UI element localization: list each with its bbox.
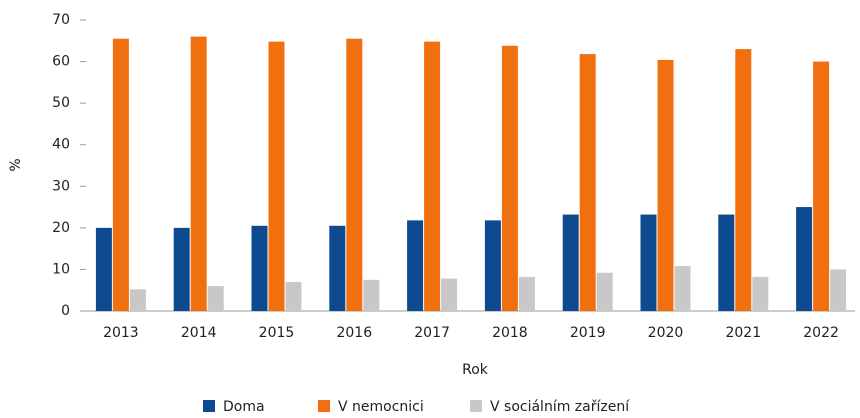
legend-label: V sociálním zařízení [490, 399, 630, 414]
bar [207, 286, 224, 311]
legend-label: Doma [223, 399, 265, 414]
bar [95, 227, 112, 311]
y-tick-label: 60 [52, 54, 70, 70]
bar [173, 227, 190, 311]
y-tick-label: 50 [52, 95, 70, 111]
x-tick-label: 2013 [103, 325, 139, 341]
x-tick-label: 2014 [181, 325, 217, 341]
y-tick-label: 30 [52, 178, 70, 194]
x-axis-label: Rok [462, 362, 489, 378]
bar [562, 214, 579, 311]
y-tick-label: 40 [52, 137, 70, 153]
bar [424, 41, 441, 312]
x-tick-label: 2022 [803, 325, 839, 341]
bar [251, 225, 268, 311]
bar [640, 214, 657, 311]
bar [501, 45, 518, 311]
bar [813, 61, 830, 312]
y-tick-label: 10 [52, 261, 70, 277]
bar [674, 266, 691, 311]
x-tick-label: 2019 [570, 325, 606, 341]
y-axis-label: % [8, 158, 24, 171]
x-tick-label: 2021 [725, 325, 761, 341]
x-tick-label: 2015 [259, 325, 295, 341]
bar [441, 278, 458, 311]
bar [752, 276, 769, 311]
bar [579, 54, 596, 312]
y-tick-label: 70 [52, 12, 70, 28]
x-tick-label: 2020 [648, 325, 684, 341]
bar [329, 225, 346, 311]
bar [484, 220, 501, 311]
y-tick-label: 20 [52, 220, 70, 236]
legend-label: V nemocnici [338, 399, 424, 414]
bar [518, 276, 535, 311]
bar [363, 279, 380, 311]
bar [285, 281, 302, 311]
legend-swatch [318, 400, 330, 412]
bar [129, 289, 146, 311]
y-tick-label: 0 [61, 303, 70, 319]
bar [596, 272, 613, 311]
x-tick-label: 2016 [336, 325, 372, 341]
bar [346, 38, 363, 311]
bar [796, 207, 813, 311]
legend-swatch [470, 400, 482, 412]
x-tick-label: 2017 [414, 325, 450, 341]
bar [190, 36, 207, 311]
legend-swatch [203, 400, 215, 412]
bar [718, 214, 735, 311]
bar [830, 269, 847, 311]
bar [657, 59, 674, 312]
bar [112, 38, 129, 311]
x-tick-label: 2018 [492, 325, 528, 341]
bar [407, 220, 424, 311]
bar [268, 41, 285, 312]
bar [735, 49, 752, 311]
